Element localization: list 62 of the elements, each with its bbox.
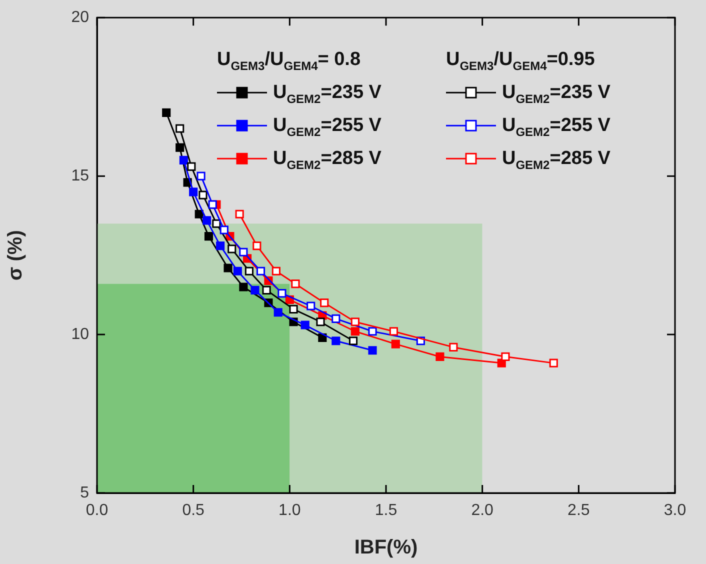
point [274, 308, 282, 317]
point [202, 216, 212, 225]
point [239, 282, 248, 292]
point [208, 200, 217, 209]
x-axis-title: IBF(%) [354, 536, 418, 559]
point [196, 172, 206, 180]
point [252, 242, 262, 250]
y-tick-label: 20 [71, 9, 90, 26]
x-tick-label: 3.0 [664, 502, 686, 520]
x-tick-label: 1.0 [278, 502, 301, 520]
point [291, 280, 300, 288]
point [233, 266, 242, 276]
point [350, 327, 360, 336]
point [501, 352, 510, 362]
point [332, 336, 340, 346]
y-tick-label: 5 [80, 484, 90, 502]
point [316, 318, 325, 326]
point [235, 210, 244, 218]
point [224, 264, 232, 272]
point [176, 124, 184, 133]
point [549, 358, 558, 368]
point [332, 314, 340, 323]
x-tick-label: 0.0 [86, 502, 108, 520]
point [198, 190, 208, 200]
point [318, 333, 327, 342]
point [289, 304, 298, 314]
y-tick-label: 10 [71, 326, 90, 343]
y-axis-title: σ (%) [4, 230, 27, 280]
point [176, 143, 184, 152]
point [391, 340, 400, 348]
point [244, 266, 254, 276]
point [262, 286, 271, 294]
point [350, 318, 360, 326]
point [239, 248, 248, 256]
x-tick-label: 1.5 [374, 502, 398, 520]
x-tick-label: 2.5 [568, 502, 590, 520]
point [189, 188, 198, 196]
point [389, 327, 398, 336]
point [212, 219, 221, 228]
point [194, 210, 204, 218]
point [449, 342, 458, 352]
point [204, 232, 214, 241]
point [187, 162, 196, 171]
y-tick-label: 15 [71, 167, 90, 184]
point [220, 226, 228, 234]
point [300, 320, 310, 330]
point [320, 298, 329, 308]
point [256, 266, 266, 276]
point [162, 108, 171, 117]
point [228, 244, 236, 254]
point [368, 327, 377, 336]
point [348, 336, 358, 346]
x-tick-label: 2.0 [471, 502, 494, 520]
point [272, 266, 280, 276]
point [216, 242, 225, 250]
x-tick-label: 0.5 [182, 502, 205, 520]
point [306, 302, 316, 310]
point [250, 286, 260, 294]
point [436, 352, 444, 362]
point [179, 156, 188, 165]
point [278, 289, 286, 298]
point [368, 346, 377, 355]
